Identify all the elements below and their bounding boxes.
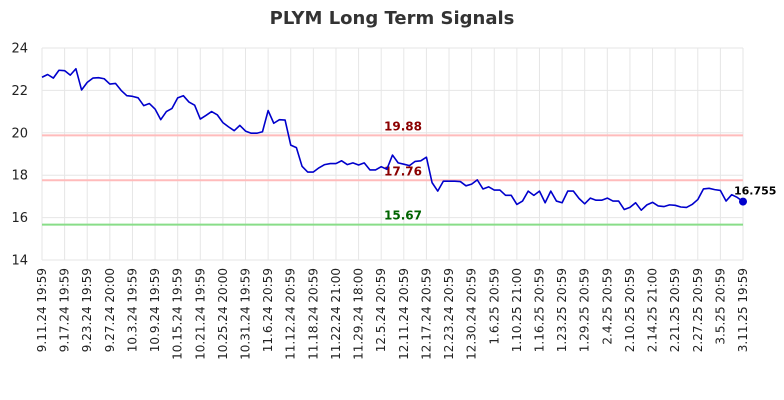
- y-tick-label: 24: [11, 42, 28, 57]
- x-tick-label: 3.5.25 20:59: [713, 268, 727, 345]
- x-tick-label: 11.22.24 21:00: [329, 268, 343, 360]
- x-tick-label: 2.21.25 20:59: [668, 268, 682, 352]
- y-tick-label: 18: [11, 169, 28, 184]
- x-tick-label: 10.31.24 19:59: [239, 268, 253, 360]
- x-tick-label: 10.3.24 19:59: [125, 268, 139, 352]
- x-tick-label: 10.9.24 19:59: [148, 268, 162, 352]
- x-tick-label: 12.30.24 20:59: [465, 268, 479, 360]
- x-tick-label: 1.10.25 21:00: [510, 268, 524, 352]
- x-tick-label: 11.29.24 18:00: [352, 268, 366, 360]
- x-tick-label: 9.23.24 19:59: [80, 268, 94, 352]
- x-tick-label: 12.17.24 20:59: [419, 268, 433, 360]
- x-tick-label: 10.21.24 19:59: [193, 268, 207, 360]
- x-tick-label: 10.25.24 20:00: [216, 268, 230, 360]
- series-layer: 16.755: [41, 67, 776, 211]
- reference-line-label: 15.67: [384, 209, 422, 223]
- x-tick-label: 11.18.24 20:59: [306, 268, 320, 360]
- last-point-marker: [739, 197, 747, 206]
- x-tick-label: 11.12.24 20:59: [284, 268, 298, 360]
- y-axis: 14 16 18 20 22 24: [11, 42, 28, 269]
- grid: [41, 47, 744, 261]
- x-axis: 9.11.24 19:59 9.17.24 19:59 9.23.24 19:59 9…: [35, 268, 750, 360]
- x-tick-label: 9.17.24 19:59: [58, 268, 72, 352]
- series-line: [41, 67, 744, 211]
- x-tick-label: 10.15.24 19:59: [171, 268, 185, 360]
- y-tick-label: 20: [11, 126, 28, 141]
- x-tick-label: 2.14.25 21:00: [646, 268, 660, 352]
- x-tick-label: 2.4.25 20:59: [600, 268, 614, 345]
- x-tick-label: 9.11.24 19:59: [35, 268, 49, 352]
- x-tick-label: 3.11.25 19:59: [736, 268, 750, 352]
- y-tick-label: 14: [11, 254, 28, 269]
- reference-line-label: 17.76: [384, 164, 422, 178]
- x-tick-label: 11.6.24 20:59: [261, 268, 275, 352]
- x-tick-label: 2.27.25 20:59: [691, 268, 705, 352]
- x-tick-label: 1.23.25 20:59: [555, 268, 569, 352]
- x-tick-label: 12.11.24 20:59: [397, 268, 411, 360]
- x-tick-label: 1.6.25 20:59: [487, 268, 501, 345]
- y-tick-label: 16: [11, 211, 28, 226]
- x-tick-label: 12.5.24 20:59: [374, 268, 388, 352]
- x-tick-label: 1.29.25 20:59: [578, 268, 592, 352]
- chart-title: PLYM Long Term Signals: [269, 8, 515, 29]
- y-tick-label: 22: [11, 84, 28, 99]
- reference-lines: 19.88 17.76 15.67: [42, 119, 743, 226]
- x-tick-label: 9.27.24 20:00: [103, 268, 117, 352]
- x-tick-label: 2.10.25 20:59: [623, 268, 637, 352]
- x-tick-label: 12.23.24 20:59: [442, 268, 456, 360]
- x-tick-label: 1.16.25 20:59: [532, 268, 546, 352]
- last-value-label: 16.755: [734, 185, 776, 198]
- reference-line-label: 19.88: [384, 119, 422, 133]
